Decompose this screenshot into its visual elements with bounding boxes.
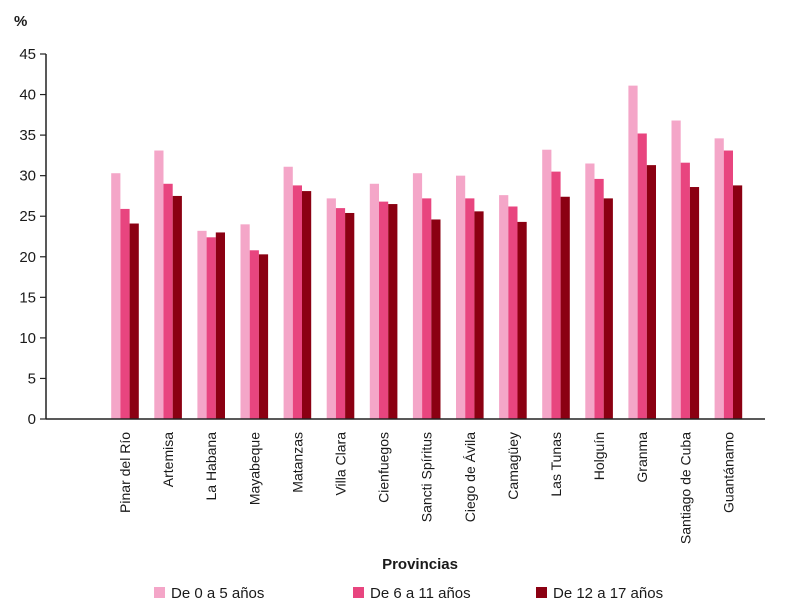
bar xyxy=(724,151,733,419)
x-tick-label: Pinar del Río xyxy=(117,432,133,513)
bar xyxy=(422,198,431,419)
x-tick-label: La Habana xyxy=(203,432,219,501)
bar xyxy=(293,185,302,419)
x-axis-title: Provincias xyxy=(382,556,458,573)
bar xyxy=(499,195,508,419)
x-axis-labels: Pinar del Río Artemisa La Habana Mayabeque M… xyxy=(117,432,736,544)
bar xyxy=(173,196,182,419)
bar xyxy=(345,213,354,419)
bar xyxy=(388,204,397,419)
legend-label: De 0 a 5 años xyxy=(171,585,264,602)
bar xyxy=(508,206,517,419)
bar xyxy=(551,172,560,419)
bar xyxy=(336,208,345,419)
y-tick-label: 45 xyxy=(19,46,36,63)
bar xyxy=(197,231,206,419)
x-tick-label: Ciego de Ávila xyxy=(462,432,478,522)
bar xyxy=(518,222,527,419)
y-tick-label: 15 xyxy=(19,289,36,306)
bar xyxy=(638,133,647,419)
y-tick-label: 20 xyxy=(19,249,36,266)
bar xyxy=(413,173,422,419)
y-tick-label: 5 xyxy=(28,370,36,387)
bar xyxy=(130,224,139,419)
y-tick-label: 10 xyxy=(19,330,36,347)
legend-label: De 6 a 11 años xyxy=(370,585,471,602)
x-tick-label: Villa Clara xyxy=(333,432,349,496)
bar xyxy=(561,197,570,419)
legend-swatch xyxy=(154,587,165,598)
x-tick-label: Las Tunas xyxy=(548,432,564,497)
bar xyxy=(241,224,250,419)
bar xyxy=(595,179,604,419)
bar xyxy=(585,164,594,420)
bar xyxy=(628,86,637,419)
x-tick-label: Artemisa xyxy=(160,432,176,487)
bar xyxy=(259,254,268,419)
y-tick-label: 0 xyxy=(28,411,36,428)
bar xyxy=(672,121,681,419)
x-tick-label: Granma xyxy=(634,432,650,483)
bar xyxy=(465,198,474,419)
bar xyxy=(431,219,440,419)
y-tick-label: 30 xyxy=(19,168,36,185)
bar xyxy=(474,211,483,419)
x-tick-label: Guantánamo xyxy=(720,432,736,513)
x-tick-label: Matanzas xyxy=(289,432,305,493)
bar xyxy=(284,167,293,419)
y-tick-label: 40 xyxy=(19,87,36,104)
bar xyxy=(681,163,690,419)
bars xyxy=(111,86,742,419)
bar xyxy=(733,185,742,419)
bar xyxy=(216,232,225,419)
x-tick-label: Camagüey xyxy=(505,432,521,500)
x-tick-label: Santiago de Cuba xyxy=(677,432,693,544)
bar xyxy=(154,151,163,419)
bar xyxy=(111,173,120,419)
x-tick-label: Mayabeque xyxy=(246,432,262,505)
bar xyxy=(690,187,699,419)
y-axis-ticks: 0 5 10 15 20 25 30 35 40 45 xyxy=(19,46,46,428)
bar xyxy=(604,198,613,419)
legend-label: De 12 a 17 años xyxy=(553,585,663,602)
legend-swatch xyxy=(353,587,364,598)
x-tick-label: Cienfuegos xyxy=(376,432,392,503)
bar xyxy=(327,198,336,419)
bar xyxy=(542,150,551,419)
y-axis-unit-label: % xyxy=(14,13,27,30)
bar xyxy=(302,191,311,419)
bar xyxy=(120,209,129,419)
y-tick-label: 35 xyxy=(19,127,36,144)
y-tick-label: 25 xyxy=(19,208,36,225)
x-tick-label: Holguín xyxy=(591,432,607,480)
legend-swatch xyxy=(536,587,547,598)
bar xyxy=(370,184,379,419)
bar xyxy=(250,250,259,419)
bar xyxy=(164,184,173,419)
bar xyxy=(715,138,724,419)
bar xyxy=(207,237,216,419)
legend: De 0 a 5 años De 6 a 11 años De 12 a 17 añ… xyxy=(154,585,663,602)
bar xyxy=(456,176,465,419)
bar xyxy=(647,165,656,419)
x-tick-label: Sancti Spíritus xyxy=(419,432,435,522)
bar xyxy=(379,202,388,419)
